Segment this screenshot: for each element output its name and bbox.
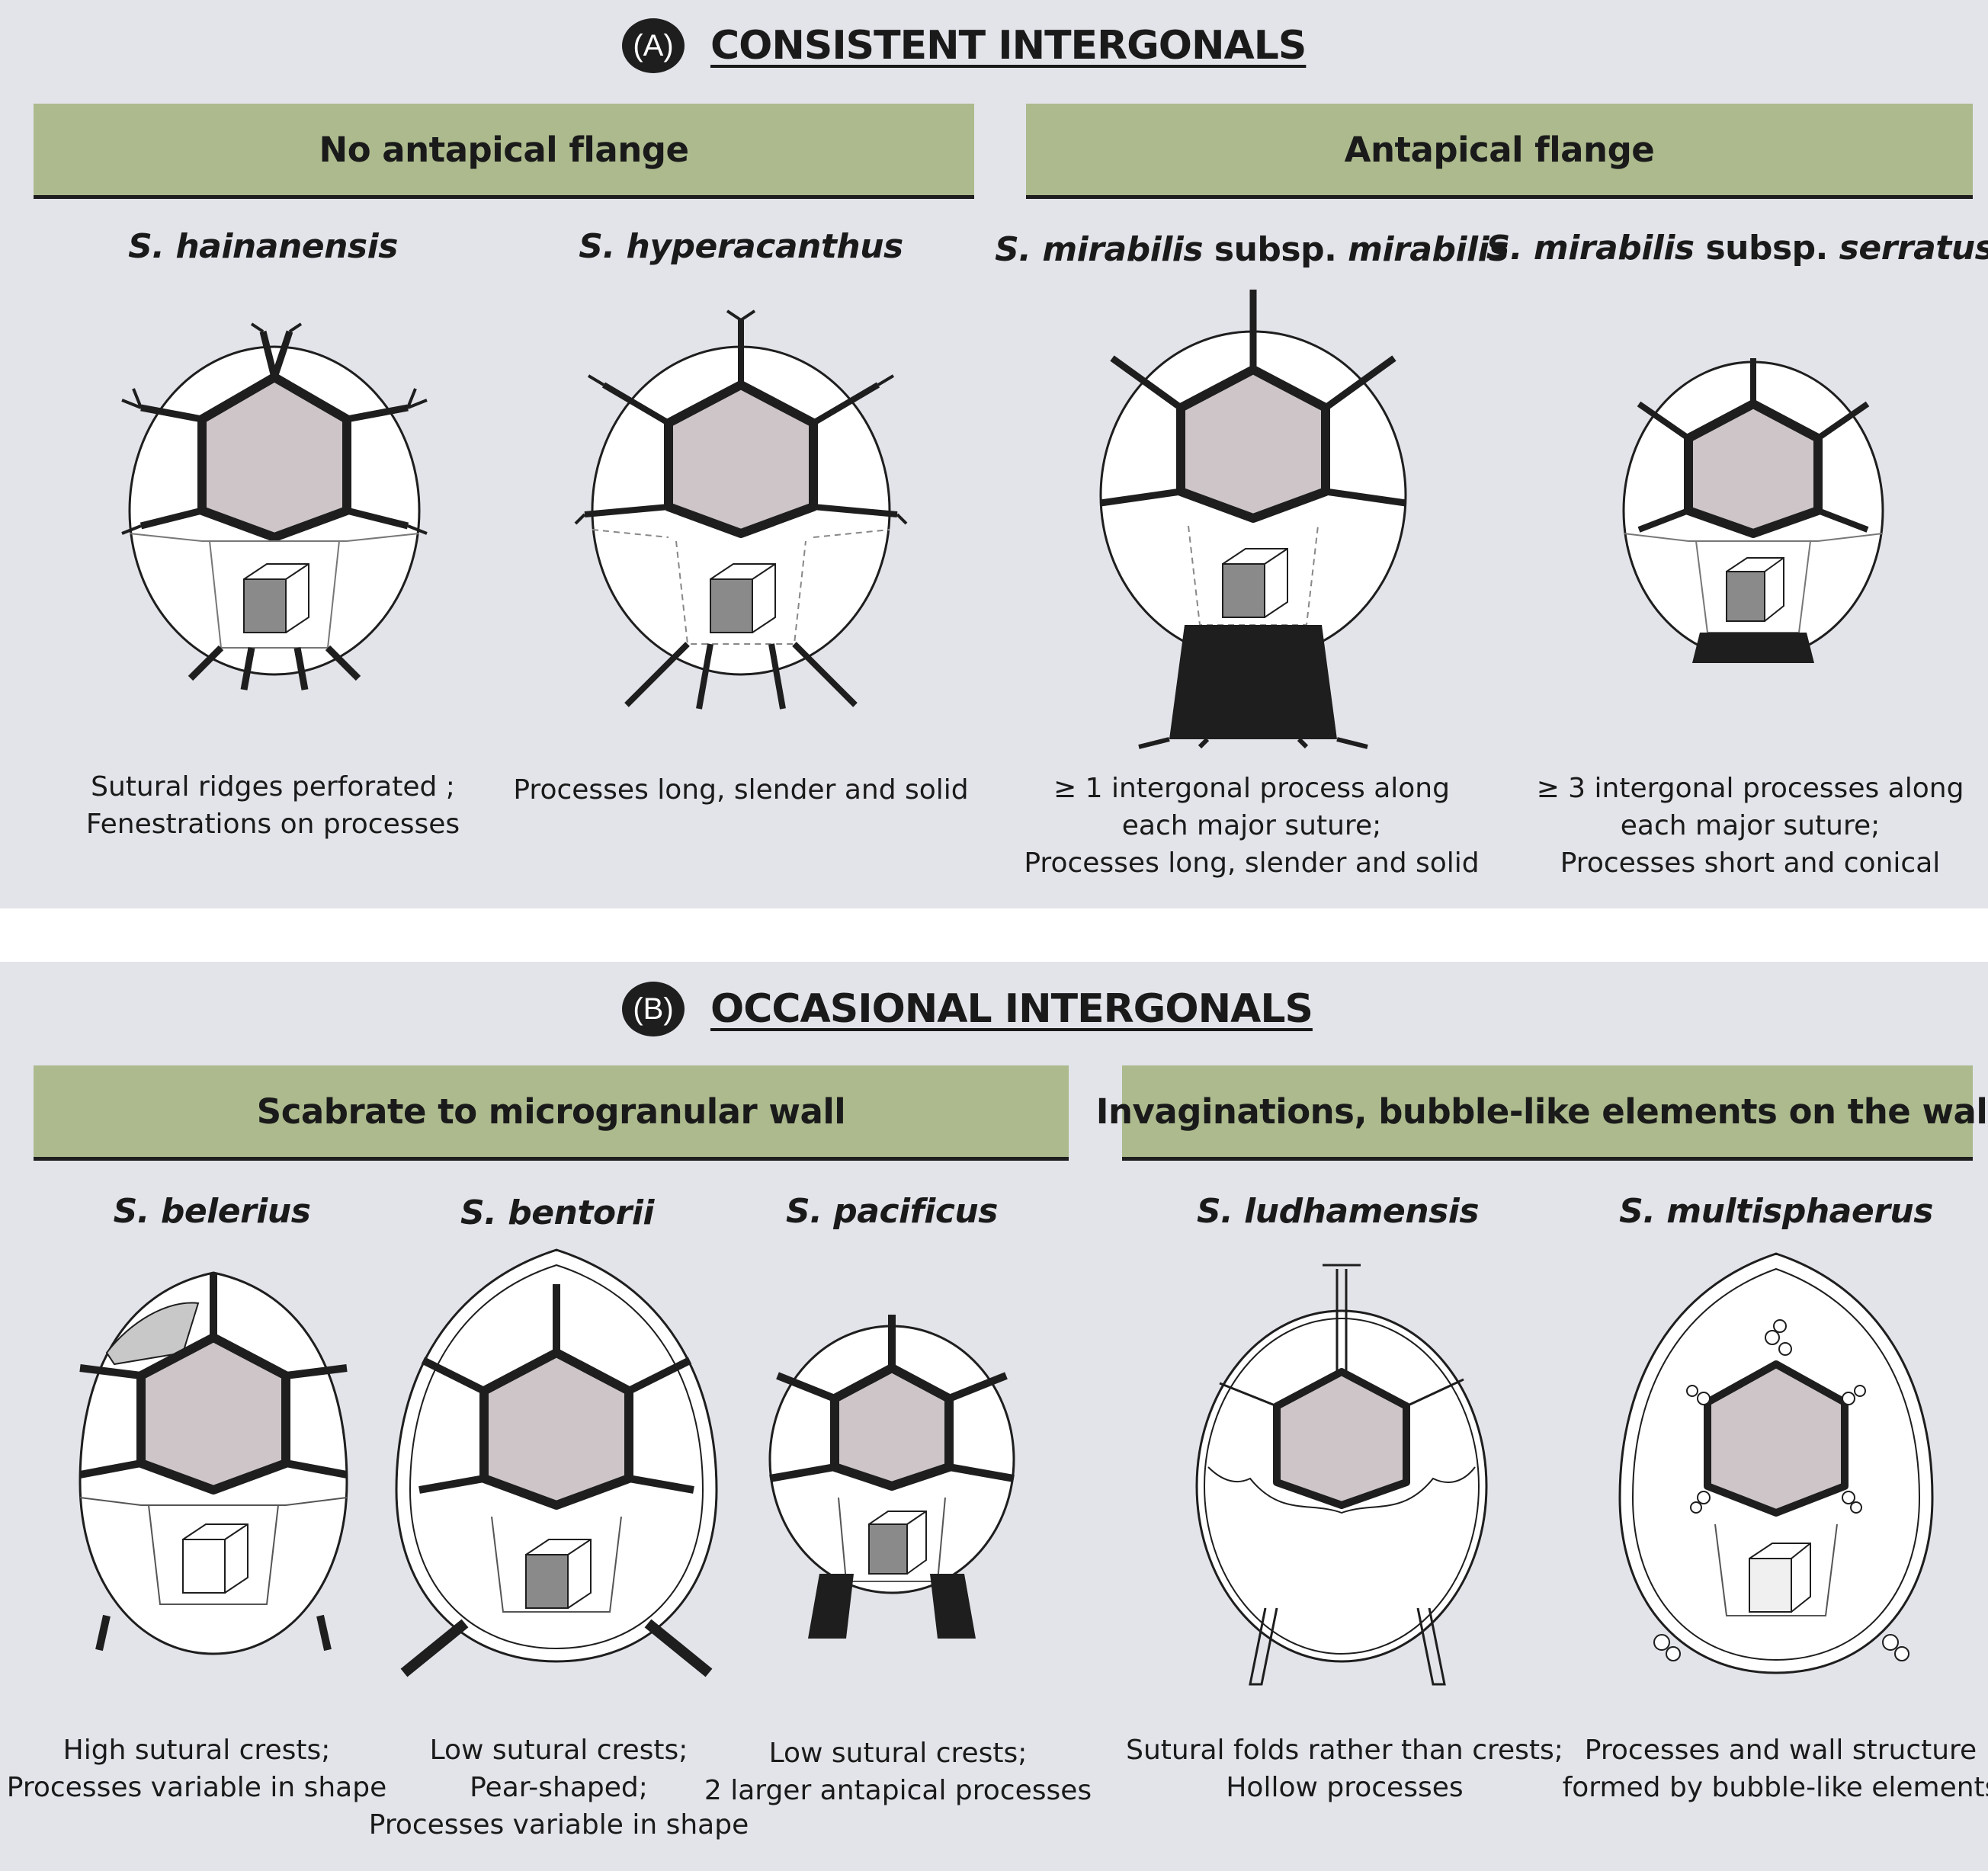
- species-name: S. multisphaerus: [1619, 1192, 1933, 1231]
- species-name: S. mirabilis subsp. serratus: [1486, 229, 1988, 268]
- banner-invaginations: Invaginations, bubble-like elements on t…: [1096, 1065, 1988, 1161]
- cyst-mirabilis-mirabilis-illustration: [1099, 290, 1407, 749]
- cyst-belerius-illustration: [79, 1271, 348, 1655]
- cyst-pacificus-illustration: [768, 1315, 1015, 1639]
- section-a-heading: CONSISTENT INTERGONALS: [710, 23, 1307, 69]
- cyst-bentorii-illustration: [395, 1248, 718, 1677]
- section-b-heading: OCCASIONAL INTERGONALS: [710, 986, 1313, 1032]
- cyst-hyperacanthus-illustration: [574, 309, 908, 710]
- caption: Processes and wall structure formed by b…: [1562, 1735, 1988, 1803]
- species-name: S. ludhamensis: [1196, 1192, 1480, 1231]
- caption: ≥ 3 intergonal processes along each majo…: [1536, 773, 1964, 879]
- species-name: S. mirabilis subsp. mirabilis: [995, 230, 1509, 269]
- cyst-multisphaerus-illustration: [1618, 1252, 1934, 1674]
- section-b-title: (B) OCCASIONAL INTERGONALS: [622, 982, 1313, 1036]
- caption: Sutural ridges perforated ; Fenestration…: [85, 771, 460, 840]
- caption: Low sutural crests; 2 larger antapical p…: [704, 1738, 1092, 1806]
- cyst-hainanensis-illustration: [121, 322, 428, 690]
- banner-antapical-flange: Antapical flange: [1026, 104, 1973, 199]
- species-name: S. belerius: [113, 1192, 311, 1231]
- caption: Low sutural crests; Pear-shaped; Process…: [368, 1735, 749, 1841]
- section-a-badge: (A): [622, 18, 685, 73]
- caption: Processes long, slender and solid: [513, 774, 969, 806]
- species-name: S. bentorii: [460, 1193, 655, 1232]
- species-name: S. pacificus: [786, 1192, 998, 1231]
- banner-no-antapical-flange: No antapical flange: [34, 104, 974, 199]
- cyst-mirabilis-serratus-illustration: [1622, 358, 1884, 663]
- species-name: S. hainanensis: [128, 227, 398, 266]
- banner-scabrate-wall: Scabrate to microgranular wall: [34, 1065, 1069, 1161]
- species-name: S. hyperacanthus: [579, 227, 903, 266]
- cyst-ludhamensis-illustration: [1195, 1264, 1488, 1686]
- caption: Sutural folds rather than crests; Hollow…: [1126, 1735, 1563, 1803]
- caption: ≥ 1 intergonal process along each major …: [1024, 773, 1480, 879]
- section-b-badge: (B): [622, 982, 685, 1036]
- caption: High sutural crests; Processes variable …: [6, 1735, 387, 1803]
- section-a-title: (A) CONSISTENT INTERGONALS: [622, 18, 1307, 73]
